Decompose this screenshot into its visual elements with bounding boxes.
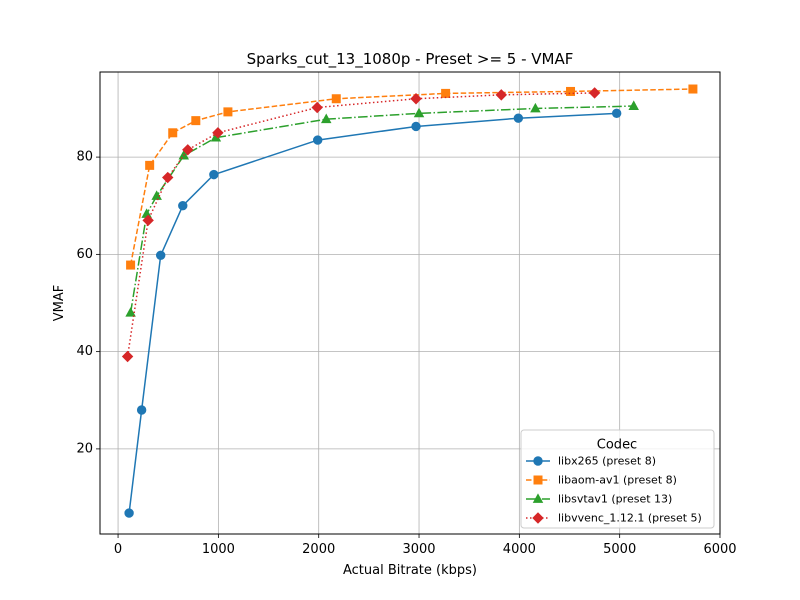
x-axis-title: Actual Bitrate (kbps)	[343, 563, 477, 578]
data-point	[162, 171, 174, 184]
data-point	[411, 121, 421, 132]
data-point	[155, 250, 166, 261]
legend-marker-swatch	[532, 493, 544, 503]
data-point	[441, 88, 451, 98]
x-tick-label: 6000	[703, 542, 736, 557]
data-point	[223, 107, 233, 117]
legend-label: libsvtav1 (preset 13)	[558, 493, 672, 506]
data-point	[513, 113, 524, 123]
y-tick-label: 60	[76, 247, 93, 262]
data-point	[121, 350, 134, 363]
legend-entries: libx265 (preset 8) libaom-av1 (preset 8) l…	[526, 455, 702, 525]
data-point	[182, 144, 194, 156]
data-point	[191, 116, 201, 126]
data-point	[688, 84, 698, 94]
data-point	[145, 160, 155, 170]
data-point	[124, 508, 134, 518]
data-point	[209, 169, 219, 180]
data-point	[311, 101, 323, 114]
legend: Codec libx265 (preset 8) libaom-av1 (pres…	[520, 429, 715, 529]
x-tick-label: 2000	[302, 542, 335, 557]
x-tick-label: 1000	[202, 542, 235, 557]
legend-entry-libsvtav1-preset-13: libsvtav1 (preset 13)	[526, 493, 672, 506]
x-tick-label: 3000	[402, 542, 435, 557]
data-point	[320, 113, 332, 124]
axis-ticks: 0 1000 2000 3000 4000 5000 6000 20 40 60 80	[76, 150, 736, 557]
data-point	[588, 87, 601, 99]
legend-label: libx265 (preset 8)	[558, 455, 656, 468]
data-point	[142, 214, 154, 227]
grid-lines	[100, 72, 721, 534]
y-tick-label: 80	[76, 150, 93, 165]
legend-entry-libvvenc-1-12-1-preset-5: libvvenc_1.12.1 (preset 5)	[526, 512, 702, 525]
data-point	[628, 100, 639, 110]
legend-label: libvvenc_1.12.1 (preset 5)	[558, 512, 702, 525]
x-tick-label: 4000	[503, 542, 536, 557]
legend-entry-libaom-av1-preset-8: libaom-av1 (preset 8)	[526, 474, 677, 487]
data-point	[313, 135, 323, 145]
legend-box	[520, 429, 715, 529]
data-series	[121, 84, 698, 518]
y-tick-label: 40	[76, 344, 93, 359]
series-line-libvvenc-1-12-1-preset-5	[126, 92, 595, 357]
y-tick-label: 20	[76, 441, 93, 456]
legend-marker-swatch	[533, 456, 543, 466]
series-libvvenc-1-12-1-preset-5	[121, 87, 601, 363]
data-point	[410, 93, 422, 105]
x-tick-label: 0	[114, 542, 122, 557]
plot-area-frame	[99, 71, 721, 535]
legend-label: libaom-av1 (preset 8)	[558, 474, 677, 487]
data-point	[331, 94, 341, 104]
series-libaom-av1-preset-8	[126, 84, 698, 270]
data-point	[125, 307, 136, 317]
data-point	[530, 102, 541, 113]
legend-marker-swatch	[533, 475, 543, 485]
data-point	[611, 108, 622, 119]
legend-title: Codec	[597, 438, 637, 453]
data-point	[126, 260, 136, 270]
data-point	[413, 107, 425, 118]
data-point	[178, 201, 188, 211]
y-axis-title: VMAF	[52, 285, 67, 321]
legend-marker-swatch	[532, 512, 544, 524]
data-point	[168, 128, 178, 138]
series-libx265-preset-8	[124, 108, 622, 518]
data-point	[212, 127, 224, 139]
x-tick-label: 5000	[603, 542, 636, 557]
data-point	[566, 86, 576, 96]
data-point	[136, 405, 147, 415]
chart-title: Sparks_cut_13_1080p - Preset >= 5 - VMAF	[247, 50, 574, 69]
data-point	[495, 89, 508, 101]
legend-entry-libx265-preset-8: libx265 (preset 8)	[526, 455, 656, 468]
